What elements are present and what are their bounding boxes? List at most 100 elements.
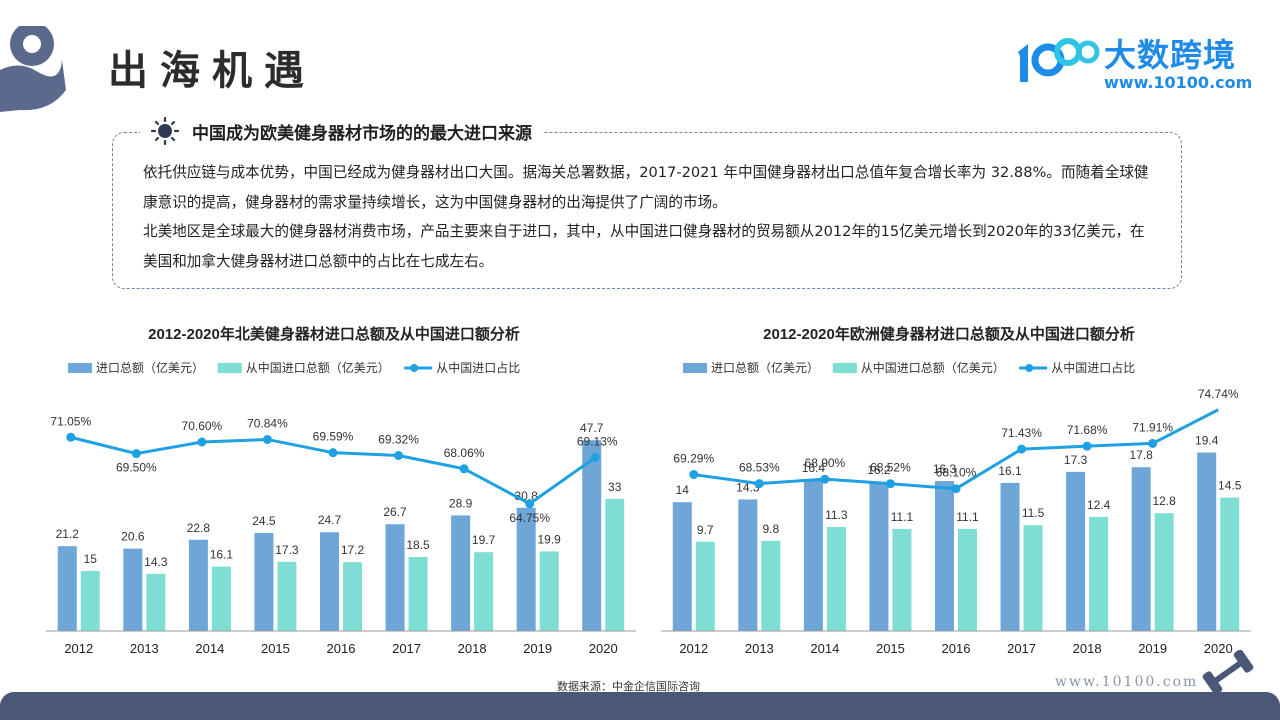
ratio-point <box>885 479 895 489</box>
footer-bar <box>0 692 1280 720</box>
x-tick-label: 2017 <box>1007 641 1036 656</box>
bar-value-label: 16.3 <box>933 462 957 476</box>
bar <box>277 561 297 631</box>
bar <box>1066 471 1086 631</box>
ratio-point <box>262 434 272 444</box>
legend-marker <box>410 364 419 372</box>
ratio-label: 70.84% <box>247 416 288 430</box>
bar <box>188 539 208 631</box>
legend-label: 从中国进口占比 <box>1051 360 1135 375</box>
bar <box>672 502 692 631</box>
info-box <box>112 132 1182 289</box>
bar <box>385 524 405 631</box>
ratio-label: 69.13% <box>577 435 618 449</box>
legend-swatch <box>683 363 707 373</box>
bar <box>211 566 231 631</box>
bar <box>605 499 625 631</box>
bar <box>343 562 362 631</box>
ratio-point <box>951 484 961 494</box>
x-tick-label: 2014 <box>810 641 839 656</box>
x-tick-label: 2020 <box>1204 641 1233 656</box>
bar <box>1131 467 1151 631</box>
bar-value-label: 12.8 <box>1152 494 1176 508</box>
legend-label: 从中国进口总额（亿美元） <box>861 360 1005 375</box>
bar <box>80 571 100 631</box>
logo-mark-icon <box>1018 38 1100 82</box>
bar <box>935 481 954 631</box>
bar <box>451 515 471 631</box>
ratio-label: 69.29% <box>673 452 714 466</box>
x-tick-label: 2012 <box>64 641 93 656</box>
ratio-point <box>197 437 207 447</box>
ratio-point <box>1082 441 1092 451</box>
bar-value-label: 16.4 <box>802 461 826 475</box>
bar <box>892 528 912 631</box>
bar-value-label: 19.9 <box>537 532 561 546</box>
bar-value-label: 12.4 <box>1087 498 1111 512</box>
bar-value-label: 47.7 <box>580 421 604 435</box>
bar-value-label: 24.7 <box>318 513 342 527</box>
bar <box>869 481 889 631</box>
ratio-point <box>820 474 830 484</box>
bar <box>474 552 494 631</box>
bar <box>958 528 977 631</box>
bar-value-label: 19.7 <box>472 533 496 547</box>
bar <box>57 546 77 631</box>
bar-value-label: 19.4 <box>1195 434 1219 448</box>
chart-title: 2012-2020年北美健身器材进口总额及从中国进口额分析 <box>148 325 520 343</box>
ratio-point <box>394 451 404 461</box>
logo-url: www.10100.com <box>1104 73 1253 92</box>
ratio-point <box>66 432 76 442</box>
bar <box>408 557 428 631</box>
bar <box>254 533 274 631</box>
ratio-point <box>1148 438 1158 448</box>
bar-value-label: 20.6 <box>121 530 145 544</box>
ratio-point <box>525 499 535 509</box>
info-paragraph-2: 北美地区是全球最大的健身器材消费市场，产品主要来自于进口，其中，从中国进口健身器… <box>143 223 1145 270</box>
logo-name: 大数跨境 <box>1104 36 1237 74</box>
x-tick-label: 2015 <box>876 641 905 656</box>
bar-value-label: 9.7 <box>697 523 714 537</box>
legend-label: 进口总额（亿美元） <box>711 360 819 375</box>
x-tick-label: 2020 <box>589 641 618 656</box>
x-tick-label: 2013 <box>745 641 774 656</box>
info-paragraph-1: 依托供应链与成本优势，中国已经成为健身器材出口大国。据海关总署数据，2017-2… <box>143 164 1149 211</box>
x-tick-label: 2012 <box>679 641 708 656</box>
bar <box>695 541 715 631</box>
ratio-label: 69.59% <box>313 430 354 444</box>
bar-value-label: 16.2 <box>867 463 891 477</box>
bar <box>1154 513 1174 631</box>
legend-swatch <box>217 363 242 373</box>
ratio-point <box>131 449 141 459</box>
ratio-point <box>328 448 338 458</box>
bar <box>123 548 143 631</box>
bar <box>1220 497 1240 631</box>
info-text: 依托供应链与成本优势，中国已经成为健身器材出口大国。据海关总署数据，2017-2… <box>143 158 1153 276</box>
bar-value-label: 17.2 <box>341 543 365 557</box>
bar <box>516 507 536 631</box>
brand-logo[interactable]: 大数跨境 www.10100.com <box>1012 30 1252 96</box>
page-title: 出海机遇 <box>108 48 316 94</box>
bar-value-label: 17.3 <box>1064 453 1088 467</box>
ratio-label: 69.50% <box>116 461 157 475</box>
x-tick-label: 2016 <box>327 641 356 656</box>
bar-value-label: 24.5 <box>252 514 276 528</box>
bar-value-label: 33 <box>608 480 622 494</box>
bar <box>1089 516 1109 631</box>
bar <box>320 532 339 631</box>
legend-swatch <box>68 363 92 373</box>
bar-value-label: 11.3 <box>825 508 848 522</box>
ratio-label: 71.68% <box>1067 423 1108 437</box>
bar-value-label: 17.3 <box>275 543 299 557</box>
legend-marker <box>1025 364 1034 372</box>
ratio-label: 68.52% <box>870 461 911 475</box>
bar-value-label: 9.8 <box>762 522 779 536</box>
x-tick-label: 2016 <box>942 641 971 656</box>
bar <box>1000 482 1020 631</box>
bar <box>146 573 166 631</box>
x-tick-label: 2019 <box>523 641 552 656</box>
x-tick-label: 2018 <box>1073 641 1102 656</box>
ratio-label: 64.75% <box>509 511 550 525</box>
bar-value-label: 14.5 <box>1218 479 1242 493</box>
